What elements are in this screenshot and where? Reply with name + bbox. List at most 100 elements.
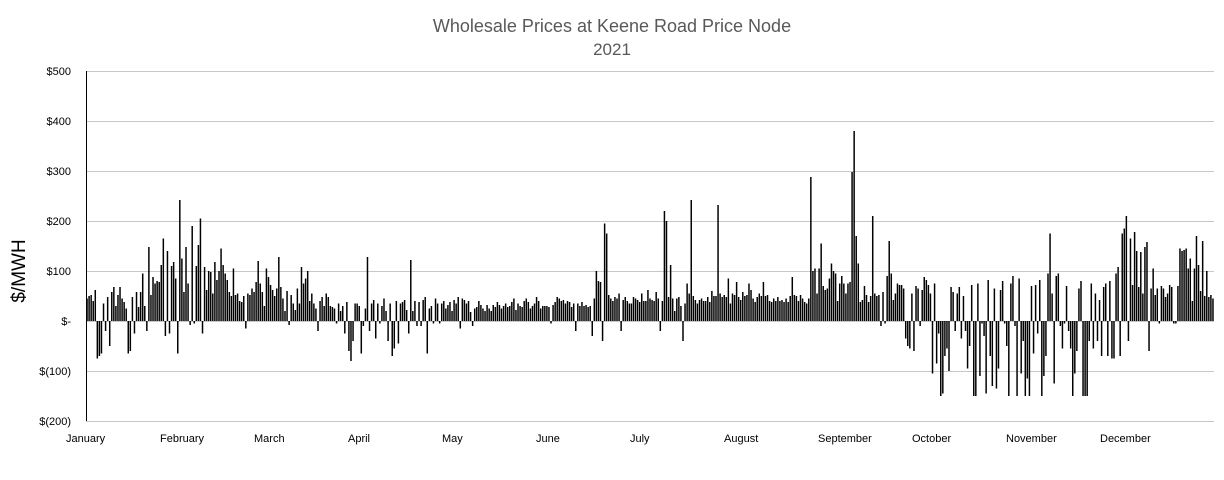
bar <box>205 290 208 321</box>
bar <box>952 292 954 321</box>
bar <box>902 288 905 321</box>
bar <box>469 312 472 321</box>
bar <box>391 321 393 356</box>
bar <box>859 302 862 321</box>
bar <box>387 321 389 341</box>
bar <box>1063 321 1066 324</box>
bar <box>560 301 563 321</box>
bar <box>1053 321 1055 384</box>
bar <box>154 283 156 321</box>
bar <box>946 321 948 349</box>
bar <box>379 321 381 324</box>
bar <box>1197 265 1200 321</box>
x-tick-label: July <box>630 433 650 445</box>
bar <box>146 321 148 331</box>
bar <box>760 296 763 321</box>
bar <box>247 293 249 321</box>
bar <box>271 290 274 321</box>
bar <box>1160 286 1163 321</box>
bar <box>987 280 989 321</box>
bar <box>995 321 998 389</box>
bar <box>645 301 647 321</box>
bar <box>678 297 680 321</box>
chart-subtitle: 2021 <box>593 40 631 59</box>
bar <box>317 321 319 331</box>
bar <box>1193 268 1196 321</box>
bar <box>808 298 810 321</box>
y-tick-label: $500 <box>47 66 71 78</box>
bar <box>1135 251 1138 321</box>
bar <box>909 321 911 349</box>
bar <box>523 301 525 321</box>
bar <box>651 300 653 321</box>
bar <box>770 302 773 321</box>
bar <box>1168 285 1171 321</box>
bar <box>395 301 398 321</box>
bar <box>321 297 323 321</box>
bar <box>1036 321 1039 334</box>
bar <box>591 321 593 336</box>
bar <box>346 302 348 321</box>
bar <box>1088 321 1090 341</box>
bar <box>599 282 602 321</box>
y-tick-label: $400 <box>47 116 71 128</box>
bar <box>288 321 290 325</box>
bar <box>799 295 802 321</box>
bar <box>342 306 344 321</box>
bar <box>896 283 899 321</box>
bar <box>754 302 756 321</box>
bar <box>688 293 690 321</box>
bar <box>661 301 664 321</box>
bar <box>667 297 670 321</box>
bar <box>1028 321 1031 396</box>
bar <box>1177 286 1179 321</box>
bar <box>993 288 996 321</box>
bar <box>975 321 977 396</box>
bar <box>1109 281 1111 321</box>
bar <box>1206 271 1208 321</box>
bar <box>1104 283 1107 321</box>
bar <box>921 290 923 321</box>
bar <box>568 302 571 321</box>
bar <box>746 295 748 321</box>
bar <box>1146 242 1148 321</box>
bar <box>752 298 754 321</box>
bar <box>280 287 282 321</box>
bar <box>199 218 202 321</box>
bar <box>940 321 942 396</box>
bar <box>843 283 845 321</box>
bar <box>583 306 585 321</box>
bar <box>490 311 492 321</box>
bar <box>1173 321 1175 324</box>
bar <box>282 298 284 321</box>
bar <box>585 305 587 321</box>
bar <box>278 257 280 321</box>
bar <box>348 321 350 351</box>
bar <box>766 295 769 321</box>
bar <box>201 321 204 334</box>
bar <box>845 293 847 321</box>
y-tick-label: $200 <box>47 216 71 228</box>
bar <box>96 321 99 359</box>
bar <box>117 295 119 321</box>
bar <box>989 321 991 356</box>
bar <box>1092 321 1095 349</box>
x-tick-label: February <box>160 433 205 445</box>
bar <box>853 131 855 321</box>
bar <box>170 266 173 321</box>
bar <box>527 302 530 321</box>
bar <box>1039 280 1041 321</box>
bar <box>1010 283 1012 321</box>
bar <box>284 311 286 321</box>
bar <box>498 305 501 321</box>
bar <box>1008 321 1010 396</box>
bar <box>265 268 268 321</box>
bar <box>1162 288 1165 321</box>
bar <box>937 321 940 334</box>
bar <box>218 271 220 321</box>
bar <box>801 298 804 321</box>
bar <box>603 223 606 321</box>
bar <box>476 307 478 321</box>
bar <box>1067 321 1070 331</box>
bar <box>181 258 183 321</box>
